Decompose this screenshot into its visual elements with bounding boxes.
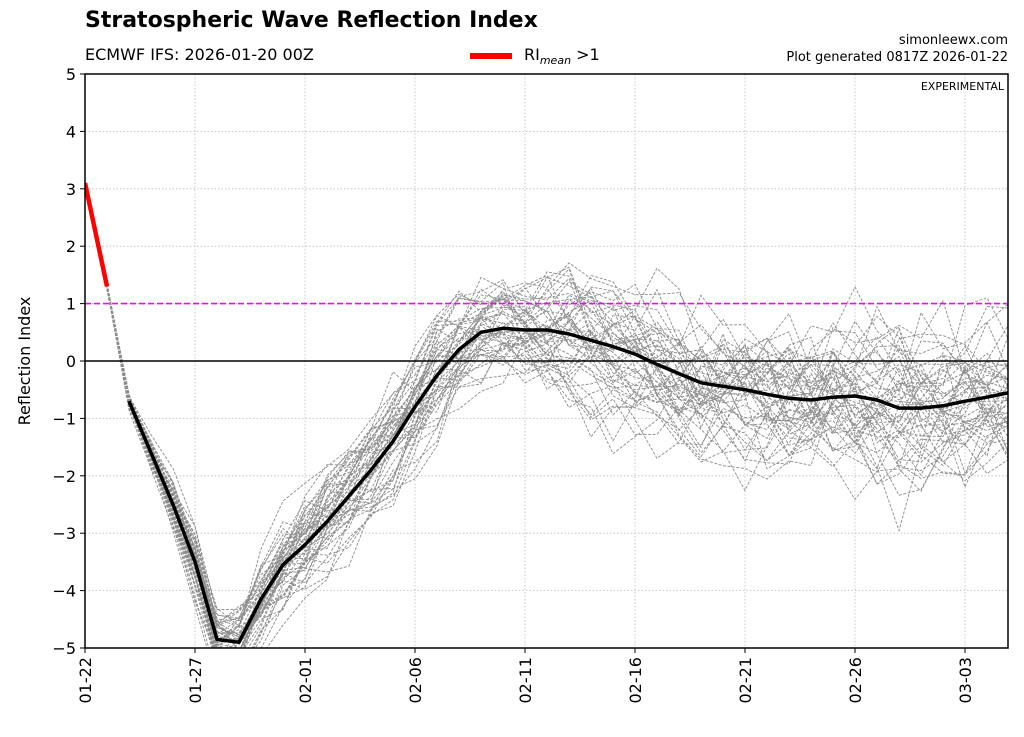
y-tick-label: 4: [66, 122, 76, 141]
ensemble-member-line: [85, 183, 1008, 646]
credit-generated: Plot generated 0817Z 2026-01-22: [786, 50, 1008, 65]
ensemble-member-line: [85, 183, 1008, 638]
reference-lines: [85, 302, 1008, 362]
ensemble-member-line: [85, 183, 1008, 636]
ensemble-member-line: [85, 183, 1008, 648]
x-tick-label: 02-16: [626, 657, 645, 704]
ensemble-member-line: [85, 183, 1008, 641]
legend-label: RImean >1: [524, 45, 600, 67]
y-tick-label: 3: [66, 180, 76, 199]
y-tick-label: 0: [66, 352, 76, 371]
credit-site: simonleewx.com: [898, 33, 1008, 48]
ensemble-member-line: [85, 183, 1008, 648]
ensemble-member-line: [85, 183, 1008, 648]
x-tick-label: 02-06: [406, 657, 425, 704]
x-tick-label: 02-21: [736, 657, 755, 704]
y-tick-label: −1: [52, 409, 76, 428]
y-tick-label: −3: [52, 524, 76, 543]
ensemble-member-line: [85, 183, 1008, 648]
y-tick-label: 5: [66, 65, 76, 84]
x-tick-label: 02-11: [516, 657, 535, 704]
legend-swatch-red: [470, 53, 512, 59]
ensemble-member-line: [85, 183, 1008, 636]
legend-label-cond: >1: [571, 45, 600, 64]
ensemble-member-line: [85, 183, 1008, 638]
y-tick-label: −4: [52, 582, 76, 601]
ensemble-member-line: [85, 183, 1008, 636]
y-tick-label: 2: [66, 237, 76, 256]
ensemble-member-line: [85, 183, 1008, 648]
ensemble-member-line: [85, 183, 1008, 648]
ensemble-member-line: [85, 183, 1008, 648]
ensemble-member-line: [85, 183, 1008, 648]
mean-line: [85, 182, 1008, 645]
x-tick-label: 03-03: [956, 657, 975, 704]
mean-line-above-threshold: [85, 182, 110, 287]
ensemble-member-line: [85, 183, 1008, 648]
ensemble-member-line: [85, 183, 1008, 623]
ensemble-member-line: [85, 183, 1008, 626]
ensemble-member-line: [85, 183, 1008, 648]
ensemble-lines: [85, 183, 1008, 648]
credit: simonleewx.com Plot generated 0817Z 2026…: [786, 32, 1008, 66]
ensemble-member-line: [85, 183, 1008, 638]
y-tick-label: −2: [52, 467, 76, 486]
ensemble-member-line: [85, 183, 1008, 624]
ensemble-member-line: [85, 183, 1008, 622]
x-tick-label: 01-22: [76, 657, 95, 704]
model-run-label: ECMWF IFS: 2026-01-20 00Z: [85, 45, 314, 64]
y-tick-label: 1: [66, 295, 76, 314]
legend-label-main: RI: [524, 45, 540, 64]
x-tick-label: 01-27: [186, 657, 205, 704]
ensemble-member-line: [85, 183, 1008, 648]
ensemble-member-line: [85, 183, 1008, 643]
y-axis: 5 4 3 2 1 0 −1 −2 −3 −4 −5: [52, 65, 85, 658]
ensemble-member-line: [85, 183, 1008, 645]
y-axis-label: Reflection Index: [15, 297, 34, 426]
ensemble-member-line: [85, 183, 1008, 611]
ensemble-member-line: [85, 183, 1008, 644]
x-axis: 01-22 01-27 02-01 02-06 02-11 02-16 02-21 02-26…: [76, 648, 975, 704]
legend-label-sub: mean: [539, 54, 572, 67]
chart-title: Stratospheric Wave Reflection Index: [85, 8, 538, 33]
ensemble-member-line: [85, 183, 1008, 619]
x-tick-label: 02-01: [296, 657, 315, 704]
x-tick-label: 02-26: [846, 657, 865, 704]
ensemble-member-line: [85, 183, 1008, 648]
ensemble-member-line: [85, 183, 1008, 648]
ensemble-member-line: [85, 183, 1008, 641]
ensemble-member-line: [85, 183, 1008, 648]
experimental-watermark: EXPERIMENTAL: [920, 80, 1004, 93]
mean-line-path: [127, 326, 1008, 645]
ensemble-member-line: [85, 183, 1008, 648]
ensemble-member-line: [85, 183, 1008, 629]
ensemble-member-line: [85, 183, 1008, 634]
y-tick-label: −5: [52, 639, 76, 658]
ensemble-member-line: [85, 183, 1008, 648]
ensemble-member-line: [85, 183, 1008, 648]
legend: RImean >1: [470, 45, 600, 67]
